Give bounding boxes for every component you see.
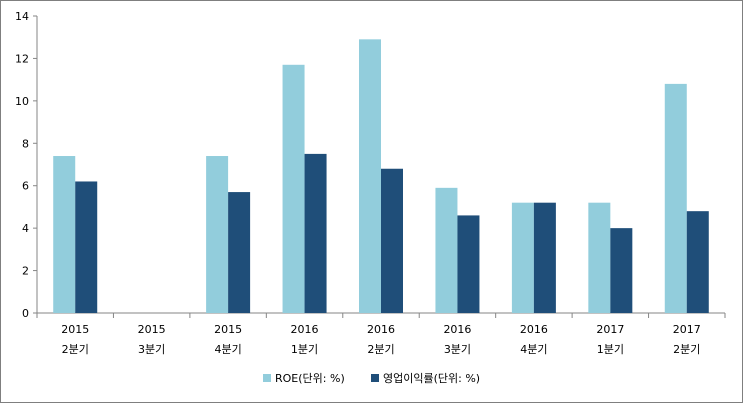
bar-operating-margin (381, 168, 403, 313)
x-tick-label-quarter: 1분기 (291, 343, 318, 356)
y-tick-label: 6 (22, 180, 29, 193)
bar-operating-margin (304, 153, 327, 313)
x-tick-label-year: 2017 (673, 323, 701, 336)
bar-operating-margin (686, 211, 709, 313)
bar-operating-margin (228, 192, 251, 313)
bar-operating-margin (610, 228, 633, 313)
x-tick-label-quarter: 2분기 (62, 343, 89, 356)
x-tick-label-year: 2015 (214, 323, 242, 336)
x-tick-label-year: 2016 (520, 323, 548, 336)
legend-label: 영업이익률(단위: %) (383, 372, 480, 385)
y-tick-label: 2 (22, 265, 29, 278)
x-tick-label-quarter: 2분기 (673, 343, 700, 356)
bar-roe (53, 156, 76, 313)
x-tick-label-quarter: 4분기 (520, 343, 547, 356)
bar-roe (664, 83, 687, 313)
x-tick-label-year: 2015 (61, 323, 89, 336)
x-tick-label-year: 2017 (596, 323, 624, 336)
y-tick-label: 10 (15, 95, 29, 108)
x-tick-label-quarter: 1분기 (597, 343, 624, 356)
legend-swatch (263, 374, 271, 382)
bar-operating-margin (533, 202, 556, 313)
x-tick-label-year: 2016 (367, 323, 395, 336)
bar-operating-margin (457, 215, 480, 313)
y-tick-label: 12 (15, 52, 29, 65)
bar-roe (359, 39, 381, 313)
y-tick-label: 4 (22, 222, 29, 235)
legend: ROE(단위: %) 영업이익률(단위: %) (263, 372, 480, 385)
x-tick-label-quarter: 2분기 (367, 343, 394, 356)
y-tick-label: 0 (22, 307, 29, 320)
legend-label: ROE(단위: %) (275, 372, 345, 385)
x-tick-label-year: 2015 (138, 323, 166, 336)
x-tick-label-year: 2016 (291, 323, 319, 336)
legend-swatch (371, 374, 379, 382)
bar-operating-margin (75, 181, 98, 313)
y-tick-label: 8 (22, 137, 29, 150)
bar-roe (435, 187, 458, 313)
bar-roe (511, 202, 534, 313)
x-tick-label-quarter: 3분기 (444, 343, 471, 356)
x-tick-label-quarter: 3분기 (138, 343, 165, 356)
bar-roe (206, 156, 229, 313)
y-tick-label: 14 (15, 10, 29, 23)
bar-roe (282, 64, 305, 314)
bar-roe (588, 202, 611, 313)
x-tick-label-year: 2016 (443, 323, 471, 336)
x-tick-label-quarter: 4분기 (214, 343, 241, 356)
